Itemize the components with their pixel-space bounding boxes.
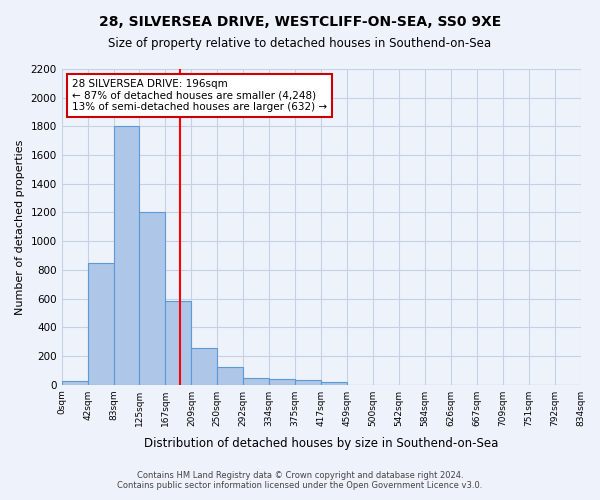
- X-axis label: Distribution of detached houses by size in Southend-on-Sea: Distribution of detached houses by size …: [144, 437, 498, 450]
- Bar: [191, 348, 217, 385]
- Bar: [269, 379, 295, 384]
- Bar: [217, 368, 243, 384]
- Bar: [295, 380, 321, 384]
- Bar: [113, 126, 139, 384]
- Bar: [88, 262, 113, 384]
- Bar: [166, 302, 191, 384]
- Bar: [243, 378, 269, 384]
- Bar: [321, 382, 347, 384]
- Text: 28, SILVERSEA DRIVE, WESTCLIFF-ON-SEA, SS0 9XE: 28, SILVERSEA DRIVE, WESTCLIFF-ON-SEA, S…: [99, 15, 501, 29]
- Y-axis label: Number of detached properties: Number of detached properties: [15, 139, 25, 314]
- Text: 28 SILVERSEA DRIVE: 196sqm
← 87% of detached houses are smaller (4,248)
13% of s: 28 SILVERSEA DRIVE: 196sqm ← 87% of deta…: [72, 79, 327, 112]
- Text: Contains HM Land Registry data © Crown copyright and database right 2024.
Contai: Contains HM Land Registry data © Crown c…: [118, 470, 482, 490]
- Text: Size of property relative to detached houses in Southend-on-Sea: Size of property relative to detached ho…: [109, 38, 491, 51]
- Bar: [139, 212, 166, 384]
- Bar: [62, 381, 88, 384]
